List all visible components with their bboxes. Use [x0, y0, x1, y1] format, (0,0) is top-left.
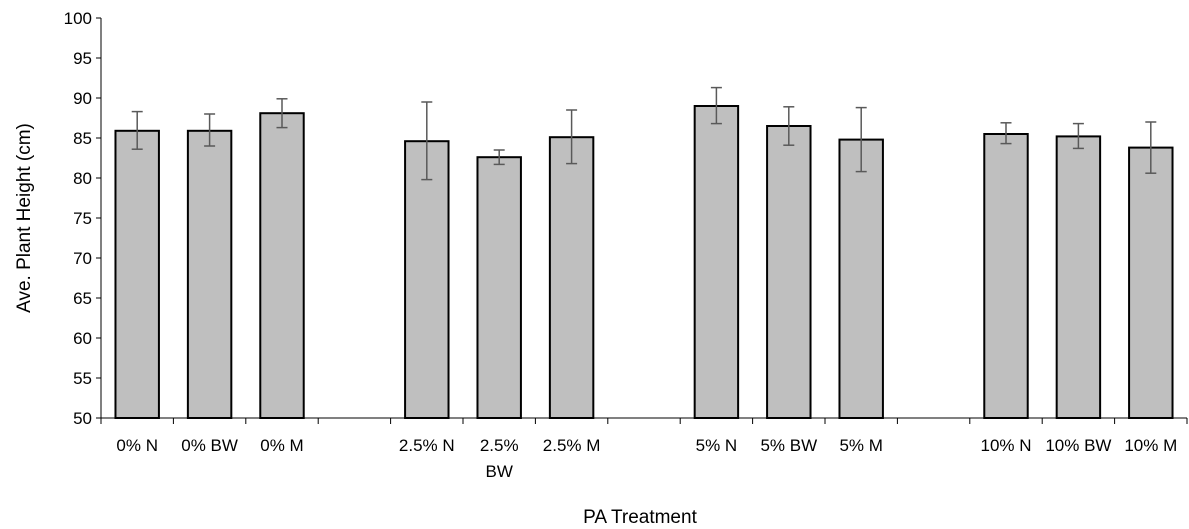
y-tick-label: 65 — [73, 289, 92, 308]
y-tick-label: 85 — [73, 129, 92, 148]
bar — [186, 129, 233, 420]
bar — [693, 105, 740, 419]
x-tick-label: 0% BW — [181, 436, 238, 455]
y-tick-label: 80 — [73, 169, 92, 188]
bar — [259, 112, 305, 419]
bar — [404, 140, 450, 419]
y-tick-label: 75 — [73, 209, 92, 228]
y-tick-label: 60 — [73, 329, 92, 348]
x-tick-label: 2.5% M — [543, 436, 601, 455]
x-axis: 0% N 0% BW 0% M 2.5% N 2.5% BW 2.5% M 5% N 5% BW… — [100, 417, 1188, 481]
y-tick-label: 100 — [64, 9, 92, 28]
bar — [983, 133, 1029, 419]
bar — [838, 138, 884, 419]
bars — [114, 105, 1174, 420]
x-tick-label: 0% N — [116, 436, 158, 455]
x-tick-label: 10% BW — [1045, 436, 1111, 455]
x-tick-label: 5% BW — [760, 436, 817, 455]
y-tick-label: 95 — [73, 49, 92, 68]
y-tick-label: 50 — [73, 409, 92, 428]
y-axis-title: Ave. Plant Height (cm) — [14, 123, 35, 313]
x-tick-label: 2.5% N — [399, 436, 455, 455]
bar — [1055, 135, 1102, 419]
x-tick-label: 10% M — [1124, 436, 1177, 455]
error-bars — [131, 86, 1157, 181]
x-tick-label: 5% N — [696, 436, 738, 455]
x-axis-title: PA Treatment — [583, 507, 697, 528]
x-tick-label: 10% N — [980, 436, 1031, 455]
bar — [1128, 146, 1174, 419]
bar — [114, 129, 160, 420]
x-tick-label: 5% M — [839, 436, 882, 455]
y-tick-label: 55 — [73, 369, 92, 388]
bar — [548, 136, 595, 419]
y-axis: 50 55 60 65 70 75 80 85 90 95 100 — [64, 9, 102, 428]
bar — [476, 156, 522, 419]
bar — [766, 125, 812, 419]
y-tick-label: 70 — [73, 249, 92, 268]
x-tick-label: 0% M — [260, 436, 303, 455]
y-tick-label: 90 — [73, 89, 92, 108]
x-tick-label: 2.5% BW — [480, 436, 519, 481]
